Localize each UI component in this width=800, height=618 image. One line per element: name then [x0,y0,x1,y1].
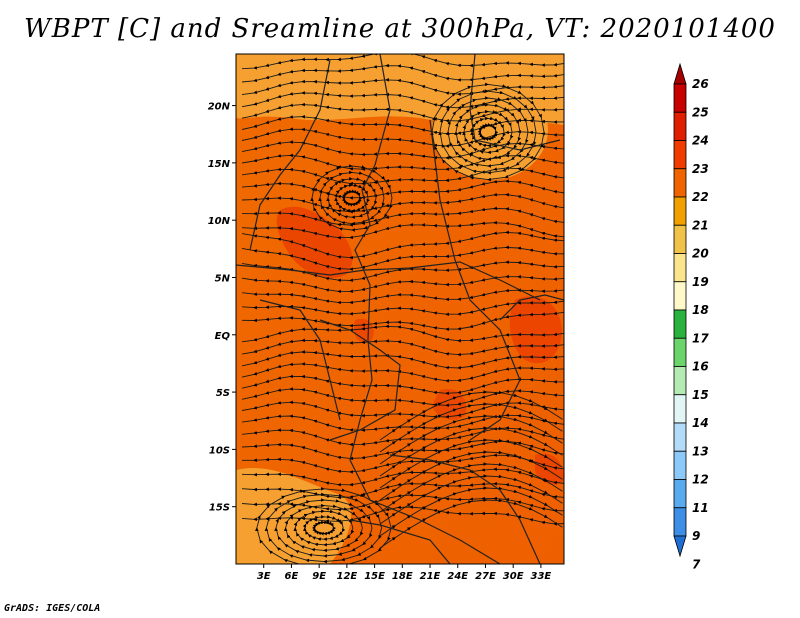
colorbar-label: 11 [692,501,709,515]
colorbar-swatch [673,83,687,113]
colorbar-swatch [673,450,687,480]
colorbar: 26 25 24 23 22 21 20 19 18 17 16 15 14 13 12 11 9 7 [673,62,709,571]
colorbar-label: 13 [692,444,709,458]
wbpt-field-21-northeast [432,80,548,180]
x-tick-label: 6E [285,571,299,582]
colorbar-label: 24 [692,134,709,148]
colorbar-label: 23 [692,162,709,176]
streamline [241,350,564,370]
colorbar-swatch [673,479,687,509]
streamline [241,374,564,396]
streamline [241,362,564,383]
colorbar-label: 14 [692,416,709,430]
grads-credit: GrADS: IGES/COLA [4,603,101,614]
x-tick-label: 21E [420,571,441,582]
x-tick-label: 9E [312,571,326,582]
colorbar-swatch [673,253,687,283]
x-tick-label: 18E [392,571,413,582]
y-tick-label: 5S [216,388,230,399]
x-tick-label: 27E [475,571,496,582]
x-tick-label: 12E [336,571,357,582]
streamline [241,63,564,83]
x-axis: 3E 6E 9E 12E 15E 18E 21E 24E 27E 30E 33E [257,564,552,582]
x-tick-label: 30E [503,571,524,582]
y-tick-label: 10N [208,216,231,227]
colorbar-swatch [673,62,687,85]
streamline [241,311,564,332]
colorbar-label: 16 [692,360,709,374]
colorbar-label: 20 [692,247,709,261]
colorbar-label: 15 [692,388,709,402]
colorbar-swatch [673,535,687,558]
colorbar-label: 19 [692,275,709,289]
streamline [241,288,564,305]
streamline [241,245,564,271]
x-tick-label: 33E [531,571,552,582]
colorbar-label: 21 [692,218,709,232]
colorbar-swatch [673,224,687,254]
colorbar-swatch [673,337,687,367]
x-tick-label: 3E [257,571,271,582]
map-frame [235,53,565,565]
y-axis: 20N 15N 10N 5N EQ 5S 10S 15S [208,102,236,514]
y-tick-label: 15N [208,159,231,170]
y-tick-label: 15S [209,503,230,514]
streamline [255,487,392,564]
streamline [241,338,564,357]
colorbar-swatch [673,281,687,311]
colorbar-swatch [673,366,687,396]
y-tick-label: 20N [208,102,231,113]
streamline [241,192,564,214]
streamline [241,220,564,240]
colorbar-swatch [673,309,687,339]
colorbar-label: 18 [692,303,709,317]
streamline [241,324,564,343]
colorbar-swatch [673,140,687,170]
colorbar-swatch [673,111,687,141]
streamline [241,274,564,294]
streamline [241,54,564,70]
x-tick-label: 15E [364,571,385,582]
colorbar-label: 22 [692,190,709,204]
colorbar-label: 25 [692,105,709,119]
country-borders [236,54,564,564]
colorbar-label: 9 [692,529,700,543]
colorbar-swatch [673,507,687,537]
colorbar-swatch [673,422,687,452]
streamline [379,498,563,549]
colorbar-swatch [673,196,687,226]
colorbar-label: 12 [692,473,709,487]
colorbar-label: 7 [692,557,701,571]
streamline [241,206,564,227]
y-tick-label: EQ [215,331,231,342]
streamline [241,179,564,200]
x-tick-label: 24E [447,571,468,582]
map-area [236,54,564,564]
colorbar-label: 17 [692,331,709,345]
colorbar-label: 26 [692,77,709,91]
chart-title: WBPT [C] and Sreamline at 300hPa, VT: 20… [24,14,776,44]
colorbar-swatch [673,394,687,424]
streamline [241,300,564,317]
colorbar-swatch [673,168,687,198]
y-tick-label: 10S [209,445,230,456]
y-tick-label: 5N [215,273,231,284]
streamlines [241,54,564,564]
